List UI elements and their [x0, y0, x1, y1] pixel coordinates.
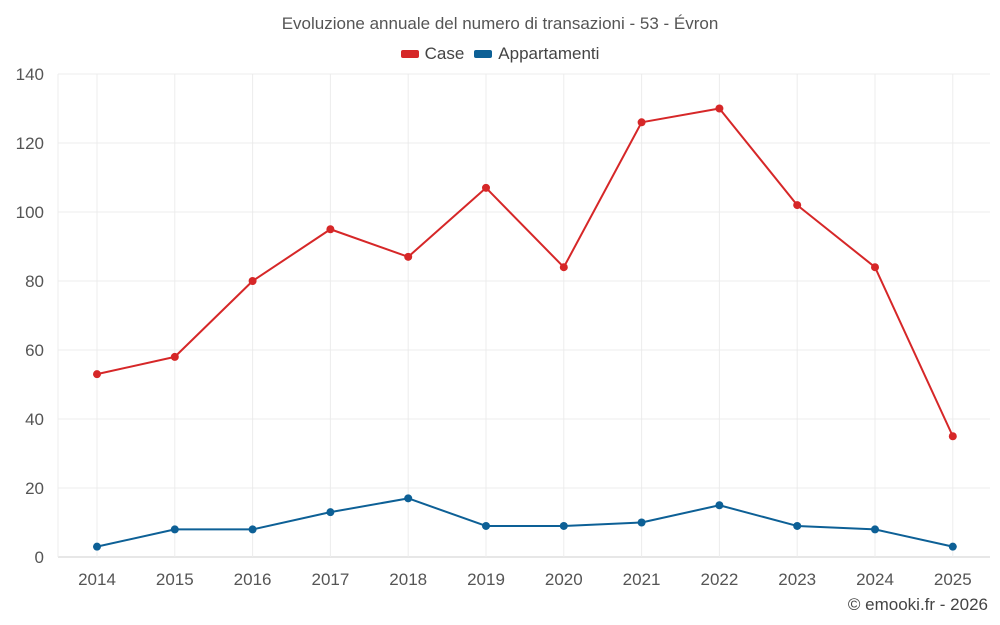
data-point-appartamenti-2020 — [559, 521, 568, 530]
data-point-appartamenti-2017 — [326, 508, 335, 517]
legend-item-case[interactable]: Case — [400, 44, 465, 64]
data-point-case-2015 — [170, 352, 179, 361]
y-tick-label-120: 120 — [16, 134, 44, 153]
x-tick-label-2021: 2021 — [623, 570, 661, 589]
x-tick-label-2014: 2014 — [78, 570, 116, 589]
data-point-appartamenti-2014 — [93, 542, 101, 551]
y-tick-label-40: 40 — [25, 410, 44, 429]
legend-swatch-case — [400, 50, 419, 58]
credit-text: © emooki.fr - 2026 — [847, 595, 988, 614]
data-point-appartamenti-2015 — [170, 525, 179, 534]
data-point-appartamenti-2021 — [637, 518, 646, 527]
series-line-case — [96, 107, 954, 437]
legend: Case Appartamenti — [0, 44, 1000, 64]
data-point-case-2016 — [248, 277, 257, 285]
data-point-case-2018 — [404, 252, 413, 261]
x-tick-label-2023: 2023 — [778, 570, 816, 589]
x-tick-label-2020: 2020 — [545, 570, 583, 589]
data-point-appartamenti-2019 — [482, 521, 490, 530]
chart-title: Evoluzione annuale del numero di transaz… — [281, 14, 719, 33]
x-tick-label-2017: 2017 — [311, 570, 349, 589]
y-tick-label-20: 20 — [25, 479, 44, 498]
data-point-appartamenti-2016 — [248, 525, 257, 534]
data-point-case-2019 — [482, 183, 490, 192]
legend-label-case: Case — [424, 44, 465, 63]
series-line-appartamenti — [96, 497, 954, 548]
x-tick-label-2019: 2019 — [467, 570, 505, 589]
legend-swatch-appartamenti — [474, 50, 493, 58]
x-tick-label-2022: 2022 — [700, 570, 738, 589]
data-point-case-2022 — [715, 104, 724, 113]
legend-item-appartamenti[interactable]: Appartamenti — [474, 44, 599, 64]
x-tick-label-2016: 2016 — [234, 570, 272, 589]
x-tick-label-2025: 2025 — [934, 570, 972, 589]
data-point-appartamenti-2023 — [793, 521, 802, 530]
legend-label-appartamenti: Appartamenti — [498, 44, 600, 63]
data-point-appartamenti-2024 — [871, 525, 879, 534]
x-tick-label-2024: 2024 — [856, 570, 894, 589]
x-tick-label-2015: 2015 — [156, 570, 194, 589]
data-point-appartamenti-2022 — [715, 501, 724, 510]
data-point-case-2014 — [93, 370, 101, 379]
data-point-case-2025 — [948, 432, 957, 441]
y-tick-label-140: 140 — [16, 65, 44, 84]
x-tick-label-2018: 2018 — [389, 570, 427, 589]
y-tick-label-0: 0 — [35, 548, 44, 567]
data-point-case-2017 — [326, 225, 335, 234]
data-point-case-2024 — [871, 263, 879, 272]
y-tick-label-100: 100 — [16, 203, 44, 222]
y-tick-label-60: 60 — [25, 341, 44, 360]
y-tick-label-80: 80 — [25, 272, 44, 291]
data-point-case-2021 — [637, 118, 646, 127]
data-point-appartamenti-2018 — [404, 494, 413, 503]
data-point-appartamenti-2025 — [948, 542, 957, 551]
data-point-case-2023 — [793, 201, 802, 210]
data-point-case-2020 — [559, 263, 568, 272]
